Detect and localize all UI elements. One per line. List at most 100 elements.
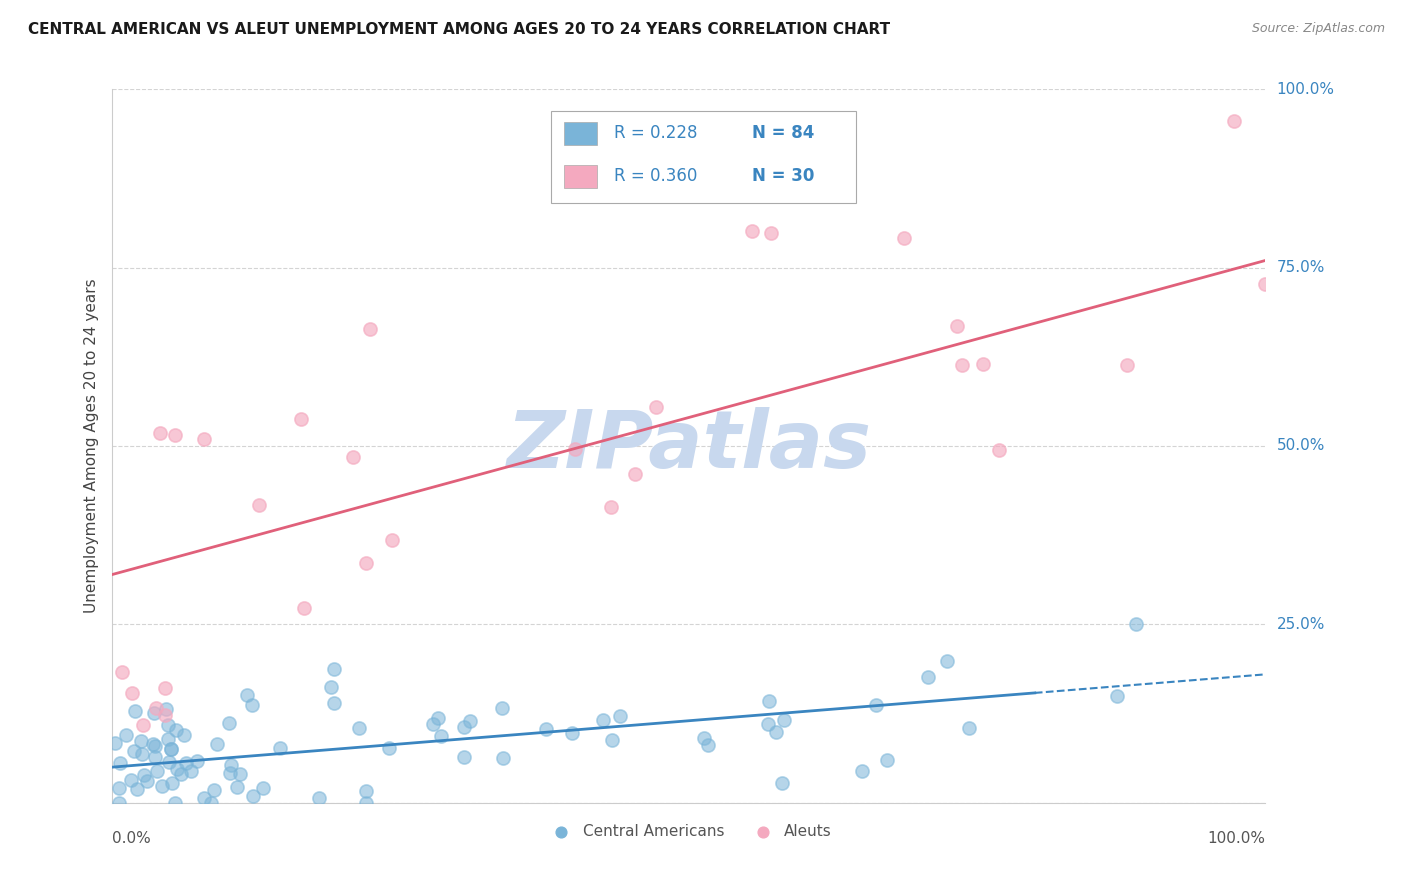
Point — [349, 721, 371, 735]
Point — [773, 713, 796, 727]
Point — [623, 467, 645, 482]
Text: R = 0.228: R = 0.228 — [614, 125, 697, 143]
Point — [162, 775, 184, 789]
Point — [972, 357, 994, 371]
Point — [145, 700, 167, 714]
Point — [136, 773, 159, 788]
Point — [160, 742, 183, 756]
Point — [131, 747, 153, 761]
Point — [319, 680, 342, 694]
Point — [308, 791, 330, 805]
Point — [1116, 358, 1139, 372]
Point — [252, 780, 274, 795]
Point — [108, 796, 131, 810]
Point — [759, 226, 782, 240]
Point — [132, 768, 155, 782]
Point — [378, 740, 401, 755]
Point — [893, 230, 915, 244]
Point — [155, 708, 177, 723]
Point — [354, 556, 377, 570]
Point — [180, 764, 202, 778]
Point — [131, 734, 153, 748]
Point — [609, 709, 631, 723]
Point — [359, 322, 381, 336]
Point — [247, 498, 270, 512]
Point — [756, 717, 779, 731]
Text: Source: ZipAtlas.com: Source: ZipAtlas.com — [1251, 22, 1385, 36]
Point — [600, 732, 623, 747]
Point — [173, 728, 195, 742]
Text: N = 30: N = 30 — [752, 168, 814, 186]
Point — [242, 789, 264, 803]
Point — [564, 442, 586, 456]
Point — [950, 358, 973, 372]
Point — [159, 742, 181, 756]
Point — [697, 738, 720, 752]
Point — [426, 711, 449, 725]
Point — [322, 662, 344, 676]
Point — [236, 688, 259, 702]
Text: 100.0%: 100.0% — [1277, 82, 1334, 96]
Point — [770, 776, 793, 790]
Point — [153, 681, 176, 696]
Point — [163, 796, 186, 810]
Point — [218, 766, 240, 780]
Text: 25.0%: 25.0% — [1277, 617, 1324, 632]
Point — [592, 713, 614, 727]
Point — [240, 698, 263, 712]
Point — [163, 428, 186, 442]
Point — [226, 780, 249, 795]
Text: ZIPatlas: ZIPatlas — [506, 407, 872, 485]
Point — [1105, 689, 1128, 703]
FancyBboxPatch shape — [564, 122, 596, 145]
Point — [155, 702, 177, 716]
Point — [876, 753, 898, 767]
Point — [693, 731, 716, 746]
Point — [170, 767, 193, 781]
Point — [143, 706, 166, 720]
Point — [865, 698, 887, 713]
Point — [741, 224, 763, 238]
Point — [145, 764, 167, 778]
Point — [122, 744, 145, 758]
Point — [120, 772, 142, 787]
Point — [207, 737, 229, 751]
Point — [165, 723, 187, 737]
Point — [561, 726, 583, 740]
Point — [323, 696, 346, 710]
Point — [600, 500, 623, 514]
Point — [111, 665, 134, 679]
Point — [174, 756, 197, 771]
Legend: Central Americans, Aleuts: Central Americans, Aleuts — [540, 818, 838, 845]
Point — [957, 721, 980, 735]
Point — [765, 725, 787, 739]
Text: R = 0.360: R = 0.360 — [614, 168, 697, 186]
Point — [1125, 616, 1147, 631]
Point — [491, 701, 513, 715]
Point — [108, 756, 131, 770]
Point — [114, 728, 136, 742]
Point — [125, 782, 148, 797]
Text: 0.0%: 0.0% — [112, 831, 152, 847]
Point — [149, 426, 172, 441]
Point — [988, 443, 1011, 458]
Point — [1222, 114, 1244, 128]
Point — [150, 779, 173, 793]
Point — [156, 731, 179, 746]
Point — [917, 670, 939, 684]
Point — [219, 758, 242, 772]
Point — [204, 782, 226, 797]
Point — [104, 736, 127, 750]
Point — [218, 716, 240, 731]
Point — [936, 654, 959, 668]
Point — [292, 600, 315, 615]
Point — [381, 533, 404, 548]
Point — [121, 686, 143, 700]
Point — [145, 739, 167, 754]
Point — [758, 694, 780, 708]
Point — [166, 762, 188, 776]
Point — [132, 718, 155, 732]
Point — [186, 754, 208, 768]
Point — [143, 750, 166, 764]
FancyBboxPatch shape — [551, 111, 856, 203]
